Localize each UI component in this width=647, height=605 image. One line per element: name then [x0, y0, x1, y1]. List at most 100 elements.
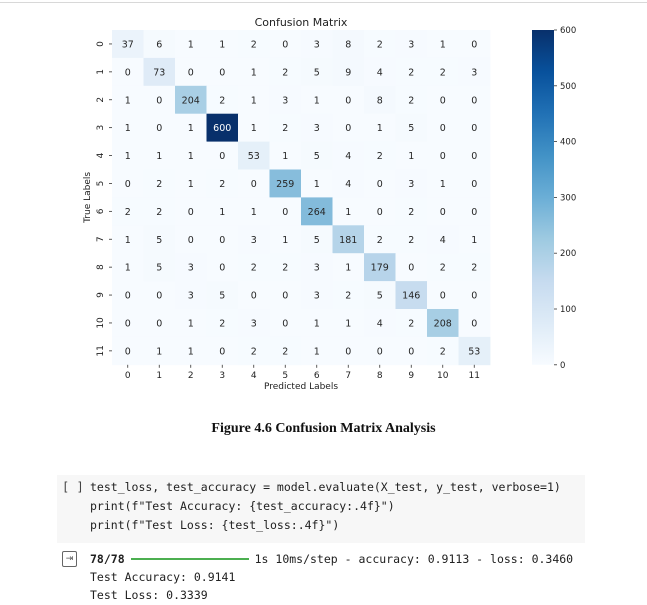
- cell-value-label: 1: [188, 39, 194, 50]
- heatmap-cell: [112, 30, 144, 59]
- x-tick-label: 7: [345, 371, 351, 381]
- cell-value-label: 53: [248, 151, 260, 162]
- cell-value-label: 0: [345, 346, 351, 357]
- heatmap-cell: [143, 309, 176, 338]
- cell-value-label: 2: [219, 318, 225, 329]
- y-tick-label: 2: [96, 97, 106, 103]
- cell-value-label: 1: [377, 123, 383, 134]
- heatmap-cell: [206, 281, 239, 310]
- cell-value-label: 2: [251, 39, 257, 50]
- heatmap-cell: [269, 281, 302, 310]
- cell-value-label: 1: [188, 123, 194, 134]
- cell-value-label: 0: [125, 179, 131, 190]
- heatmap-cell: [395, 30, 428, 59]
- heatmap-cell: [301, 85, 333, 115]
- cell-value-label: 2: [156, 207, 162, 218]
- cell-value-label: 5: [219, 291, 225, 302]
- heatmap-cell: [112, 336, 144, 366]
- cell-value-label: 1: [125, 123, 131, 134]
- heatmap-cell: [458, 336, 491, 366]
- heatmap-cell: [206, 309, 239, 338]
- heatmap-cell: [364, 169, 396, 198]
- cell-value-label: 0: [125, 67, 131, 78]
- heatmap-cell: [112, 225, 144, 254]
- cell-value-label: 5: [377, 291, 383, 302]
- cell-value-label: 3: [314, 263, 320, 274]
- cell-value-label: 0: [408, 263, 414, 274]
- x-tick-label: 4: [251, 371, 257, 381]
- cell-value-label: 0: [219, 235, 225, 246]
- heatmap-cell: [301, 281, 333, 310]
- cell-value-label: 0: [440, 207, 446, 218]
- cell-value-label: 0: [282, 39, 288, 50]
- cell-value-label: 179: [371, 263, 389, 274]
- heatmap-cell: [458, 197, 491, 226]
- cell-value-label: 2: [282, 263, 288, 274]
- cell-value-label: 0: [471, 179, 477, 190]
- heatmap-cell: [395, 197, 428, 226]
- heatmap-cell: [332, 85, 365, 115]
- cell-value-label: 2: [408, 67, 414, 78]
- heatmap-cell: [427, 197, 459, 226]
- output-loss: Test Loss: 0.3339: [90, 588, 208, 602]
- heatmap-cell: [332, 225, 365, 254]
- cell-value-label: 204: [182, 95, 200, 106]
- cell-value-label: 1: [125, 151, 131, 162]
- heatmap-cell: [301, 141, 333, 170]
- figure-caption: Figure 4.6 Confusion Matrix Analysis: [211, 421, 436, 436]
- code-editor[interactable]: test_loss, test_accuracy = model.evaluat…: [90, 478, 561, 535]
- heatmap-cell: [458, 309, 491, 338]
- code-cell[interactable]: [57, 475, 585, 543]
- heatmap-cell: [143, 197, 176, 226]
- heatmap-cell: [175, 281, 207, 310]
- cell-value-label: 1: [125, 263, 131, 274]
- cell-value-label: 4: [345, 151, 351, 162]
- cell-value-label: 1: [156, 151, 162, 162]
- heatmap-cell: [206, 225, 239, 254]
- cell-value-label: 1: [345, 318, 351, 329]
- heatmap-cell: [269, 225, 302, 254]
- heatmap-cell: [364, 57, 396, 87]
- heatmap-cell: [364, 113, 396, 142]
- heatmap-cell: [395, 336, 428, 366]
- cell-value-label: 1: [188, 179, 194, 190]
- progress-stats: 1s 10ms/step - accuracy: 0.9113 - loss: …: [254, 552, 574, 566]
- cell-value-label: 1: [471, 235, 477, 246]
- heatmap-cell: [364, 281, 396, 310]
- heatmap-cell: [269, 336, 302, 366]
- cell-value-label: 5: [314, 67, 320, 78]
- cell-value-label: 0: [440, 151, 446, 162]
- cell-value-label: 146: [402, 291, 420, 302]
- heatmap-cell: [175, 309, 207, 338]
- output-accuracy: Test Accuracy: 0.9141: [90, 570, 236, 584]
- cell-value-label: 5: [408, 123, 414, 134]
- heatmap-cell: [269, 197, 302, 226]
- cell-value-label: 1: [219, 207, 225, 218]
- cell-value-label: 0: [282, 318, 288, 329]
- cell-value-label: 2: [156, 179, 162, 190]
- heatmap-cell: [427, 30, 459, 59]
- y-tick-label: 9: [96, 292, 106, 298]
- heatmap-cell: [143, 141, 176, 170]
- cell-value-label: 3: [188, 291, 194, 302]
- heatmap-cell: [206, 30, 239, 59]
- output-toggle-icon[interactable]: ⇥: [62, 551, 77, 567]
- heatmap-cell: [364, 309, 396, 338]
- heatmap-cell: [364, 30, 396, 59]
- cell-value-label: 1: [219, 39, 225, 50]
- heatmap-cell: [112, 281, 144, 310]
- run-cell-button[interactable]: [ ]: [62, 480, 84, 494]
- heatmap-cell: [206, 253, 239, 282]
- cell-value-label: 0: [188, 207, 194, 218]
- cell-value-label: 5: [314, 235, 320, 246]
- heatmap-cell: [395, 57, 428, 87]
- heatmap-cell: [175, 253, 207, 282]
- cell-value-label: 1: [314, 346, 320, 357]
- cell-value-label: 0: [408, 346, 414, 357]
- heatmap-cell: [395, 309, 428, 338]
- heatmap-cell: [427, 169, 459, 198]
- cell-value-label: 259: [276, 179, 294, 190]
- cell-value-label: 1: [251, 123, 257, 134]
- cell-value-label: 1: [314, 318, 320, 329]
- heatmap-cell: [458, 169, 491, 198]
